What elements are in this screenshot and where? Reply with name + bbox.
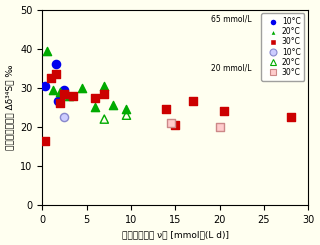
Point [62, 92, 67, 96]
Point [53, 72, 58, 76]
Point [42, 139, 47, 143]
Point [71, 94, 76, 98]
Point [102, 92, 107, 96]
Y-axis label: 硫黄同位体分別 Δδ³⁴S／ ‰: 硫黄同位体分別 Δδ³⁴S／ ‰ [5, 65, 14, 150]
Point [124, 107, 129, 111]
Point [50, 88, 55, 92]
Point [62, 88, 67, 92]
Point [93, 96, 98, 99]
Point [164, 107, 169, 111]
Point [53, 62, 58, 66]
Point [221, 109, 227, 113]
Point [173, 123, 178, 127]
Point [62, 115, 67, 119]
Point [102, 117, 107, 121]
Point [93, 105, 98, 109]
Point [168, 121, 173, 125]
Point [190, 99, 196, 103]
Point [49, 76, 54, 80]
Legend: 10°C, 20°C, 30°C, 10°C, 20°C, 30°C: 10°C, 20°C, 30°C, 10°C, 20°C, 30°C [261, 13, 305, 81]
Point [42, 84, 47, 88]
Point [217, 125, 222, 129]
X-axis label: 硫酸還元速度 ν／ [mmol／(L d)]: 硫酸還元速度 ν／ [mmol／(L d)] [122, 231, 229, 239]
Point [57, 90, 62, 94]
Point [56, 99, 61, 103]
Point [80, 86, 85, 90]
Point [57, 101, 62, 105]
Point [66, 94, 71, 98]
Point [102, 84, 107, 88]
Point [111, 103, 116, 107]
Point [288, 115, 293, 119]
Point [124, 113, 129, 117]
Point [44, 49, 49, 53]
Text: 65 mmol/L: 65 mmol/L [211, 14, 252, 24]
Text: 20 mmol/L: 20 mmol/L [211, 63, 252, 72]
